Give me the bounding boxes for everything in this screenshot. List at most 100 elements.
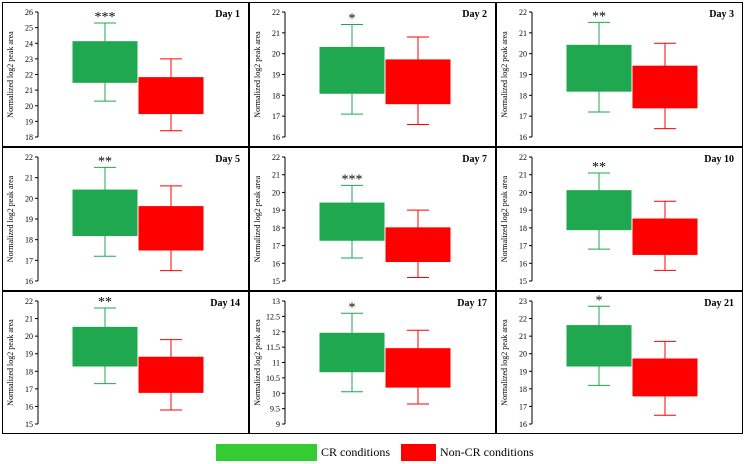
- y-tick-label: 16: [519, 420, 527, 429]
- y-tick-label: 16: [272, 133, 280, 142]
- y-axis-label: Normalized log2 peak area: [6, 31, 15, 118]
- y-tick-label: 19: [25, 350, 33, 359]
- y-tick-label: 20: [25, 194, 33, 203]
- y-tick-label: 17: [272, 112, 280, 121]
- y-tick-label: 16: [272, 259, 280, 268]
- y-tick-label: 11.5: [266, 343, 280, 352]
- y-tick-label: 20: [519, 350, 527, 359]
- y-tick-label: 17: [519, 112, 527, 121]
- y-tick-label: 19: [25, 215, 33, 224]
- box-noncr: [385, 227, 451, 263]
- panel-day-10: 15 16 17 18 19 20 21 22 Normalized log2 peak are…: [496, 147, 743, 291]
- box-cr: [319, 46, 385, 94]
- box-cr: [566, 44, 632, 92]
- legend-label-cr: CR conditions: [321, 445, 391, 459]
- legend-swatch-cr: [216, 444, 317, 461]
- significance-stars: ***: [95, 10, 116, 25]
- y-tick-label: 22: [519, 8, 527, 17]
- y-tick-label: 22: [272, 8, 280, 17]
- box-cr: [72, 189, 138, 237]
- y-tick-label: 18: [272, 224, 280, 233]
- panel-border: [2, 2, 249, 147]
- significance-stars: **: [98, 295, 112, 310]
- y-tick-label: 9.5: [270, 405, 280, 414]
- box-noncr: [138, 356, 204, 393]
- box-cr: [72, 326, 138, 367]
- panel-title: Day 3: [709, 9, 734, 20]
- box-cr: [566, 325, 632, 367]
- y-tick-label: 18: [25, 236, 33, 245]
- panel-title: Day 7: [462, 154, 487, 165]
- y-tick-label: 20: [25, 102, 33, 111]
- panel-day-7: 15 16 17 18 19 20 21 22 Normalized log2 peak are…: [249, 147, 496, 291]
- legend-swatch-noncr: [401, 444, 436, 461]
- significance-stars: ***: [342, 172, 363, 187]
- significance-stars: *: [596, 293, 603, 308]
- y-tick-label: 19: [519, 367, 527, 376]
- y-tick-label: 9: [276, 420, 280, 429]
- y-tick-label: 19: [519, 206, 527, 215]
- y-tick-label: 20: [25, 332, 33, 341]
- panel-border: [249, 147, 496, 291]
- y-tick-label: 15: [519, 277, 527, 286]
- y-tick-label: 21: [25, 86, 33, 95]
- y-tick-label: 12.5: [266, 312, 280, 321]
- y-tick-label: 18: [272, 91, 280, 100]
- y-tick-label: 20: [272, 50, 280, 59]
- panel-day-21: 16 17 18 19 20 21 22 23 Normalized log2 peak are…: [496, 291, 743, 434]
- panel-title: Day 21: [704, 298, 734, 309]
- y-tick-label: 19: [272, 71, 280, 80]
- y-tick-label: 17: [25, 256, 33, 265]
- panel-title: Day 10: [704, 154, 734, 165]
- panel-title: Day 17: [457, 298, 487, 309]
- y-tick-label: 16: [519, 133, 527, 142]
- y-tick-label: 22: [25, 297, 33, 306]
- y-tick-label: 21: [272, 29, 280, 38]
- y-tick-label: 16: [25, 402, 33, 411]
- box-noncr: [632, 218, 698, 255]
- y-tick-label: 13: [272, 297, 280, 306]
- panel-title: Day 2: [462, 9, 487, 20]
- y-tick-label: 26: [25, 8, 33, 17]
- panel-day-14: 15 16 17 18 19 20 21 22 Normalized log2 peak are…: [2, 291, 249, 434]
- y-tick-label: 22: [25, 71, 33, 80]
- y-tick-label: 22: [519, 153, 527, 162]
- y-tick-label: 24: [25, 39, 33, 48]
- box-cr: [72, 41, 138, 83]
- box-noncr: [385, 348, 451, 388]
- y-tick-label: 18: [519, 91, 527, 100]
- panel-title: Day 1: [215, 9, 240, 20]
- y-tick-label: 25: [25, 24, 33, 33]
- legend-item-noncr: Non-CR conditions: [401, 444, 534, 461]
- y-axis-label: Normalized log2 peak area: [6, 175, 15, 262]
- significance-stars: **: [592, 9, 606, 24]
- y-axis-label: Normalized log2 peak area: [500, 319, 509, 406]
- significance-stars: **: [98, 154, 112, 169]
- y-tick-label: 15: [272, 277, 280, 286]
- y-tick-label: 18: [25, 133, 33, 142]
- y-tick-label: 10: [272, 389, 280, 398]
- panel-border: [496, 291, 743, 434]
- y-tick-label: 17: [272, 242, 280, 251]
- y-tick-label: 23: [25, 55, 33, 64]
- box-cr: [319, 332, 385, 373]
- y-axis-label: Normalized log2 peak area: [500, 175, 509, 262]
- y-tick-label: 19: [519, 71, 527, 80]
- box-noncr: [385, 59, 451, 105]
- y-tick-label: 21: [272, 171, 280, 180]
- y-axis-label: Normalized log2 peak area: [253, 31, 262, 118]
- box-noncr: [138, 77, 204, 115]
- y-tick-label: 15: [25, 420, 33, 429]
- y-tick-label: 18: [25, 367, 33, 376]
- y-axis-label: Normalized log2 peak area: [500, 31, 509, 118]
- y-tick-label: 19: [25, 117, 33, 126]
- y-tick-label: 16: [519, 259, 527, 268]
- y-tick-label: 20: [519, 188, 527, 197]
- y-tick-label: 19: [272, 206, 280, 215]
- panel-day-3: 16 17 18 19 20 21 22 Normalized log2 peak area D…: [496, 2, 743, 147]
- panel-border: [2, 147, 249, 291]
- y-tick-label: 17: [25, 385, 33, 394]
- y-tick-label: 22: [25, 153, 33, 162]
- y-tick-label: 12: [272, 328, 280, 337]
- significance-stars: *: [349, 12, 356, 27]
